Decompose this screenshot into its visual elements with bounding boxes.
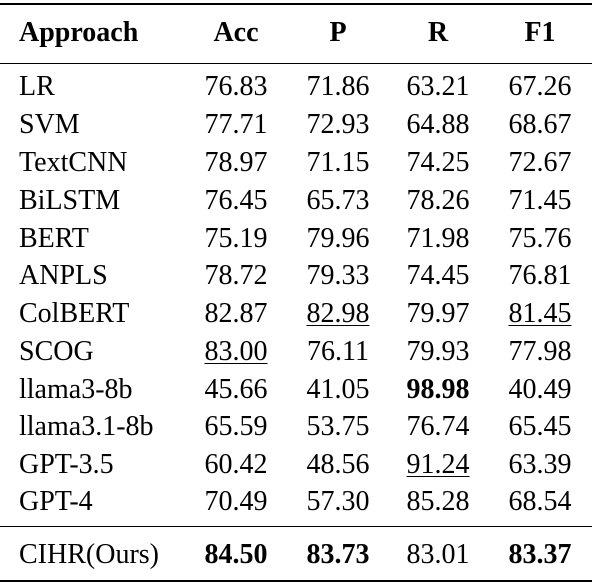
r-cell: 64.88 [406, 109, 470, 140]
table-row: GPT-4 70.49 57.30 85.28 68.54 [0, 484, 592, 520]
r-cell: 74.25 [406, 147, 470, 178]
p-cell: 72.93 [306, 109, 370, 140]
table-row: SCOG 83.00 76.11 79.93 77.98 [0, 334, 592, 370]
p-cell: 65.73 [306, 185, 370, 216]
table-row: LR 76.83 71.86 63.21 67.26 [0, 69, 592, 105]
acc-cell: 70.49 [204, 486, 268, 517]
approach-cell: TextCNN [19, 147, 128, 178]
acc-cell: 78.97 [204, 147, 268, 178]
approach-cell: GPT-3.5 [19, 449, 114, 480]
acc-cell: 82.87 [204, 298, 268, 329]
f1-cell: 65.45 [508, 411, 572, 442]
r-cell: 91.24 [406, 449, 470, 480]
header-f1: F1 [524, 17, 556, 48]
r-cell: 79.93 [406, 336, 470, 367]
approach-cell: CIHR(Ours) [19, 539, 159, 570]
acc-cell: 75.19 [204, 223, 268, 254]
r-cell: 71.98 [406, 223, 470, 254]
approach-cell: BiLSTM [19, 185, 121, 216]
r-cell: 74.45 [406, 260, 470, 291]
acc-cell: 65.59 [204, 411, 268, 442]
header-r: R [427, 17, 449, 48]
approach-cell: LR [19, 71, 55, 102]
f1-cell: 76.81 [508, 260, 572, 291]
ours-row: CIHR(Ours) 84.50 83.73 83.01 83.37 [0, 537, 592, 573]
f1-cell: 81.45 [508, 298, 572, 329]
r-cell: 79.97 [406, 298, 470, 329]
table-row: llama3-8b 45.66 41.05 98.98 40.49 [0, 372, 592, 408]
approach-cell: BERT [19, 223, 89, 254]
p-cell: 83.73 [306, 539, 370, 570]
approach-cell: ANPLS [19, 260, 108, 291]
table-row: SVM 77.71 72.93 64.88 68.67 [0, 107, 592, 143]
f1-cell: 71.45 [508, 185, 572, 216]
approach-cell: ColBERT [19, 298, 130, 329]
p-cell: 71.15 [306, 147, 370, 178]
approach-cell: llama3-8b [19, 374, 133, 405]
f1-cell: 40.49 [508, 374, 572, 405]
f1-cell: 67.26 [508, 71, 572, 102]
acc-cell: 76.45 [204, 185, 268, 216]
p-cell: 76.11 [307, 336, 369, 367]
acc-cell: 45.66 [204, 374, 268, 405]
p-cell: 79.96 [306, 223, 370, 254]
f1-cell: 83.37 [508, 539, 572, 570]
table-row: ColBERT 82.87 82.98 79.97 81.45 [0, 296, 592, 332]
f1-cell: 68.54 [508, 486, 572, 517]
header-row: Approach Acc P R F1 [0, 15, 592, 51]
approach-cell: SCOG [19, 336, 94, 367]
acc-cell: 77.71 [204, 109, 268, 140]
p-cell: 79.33 [306, 260, 370, 291]
header-p: P [329, 17, 347, 48]
acc-cell: 84.50 [204, 539, 268, 570]
bottom-rule [0, 580, 592, 582]
r-cell: 85.28 [406, 486, 470, 517]
acc-cell: 83.00 [204, 336, 268, 367]
table-row: GPT-3.5 60.42 48.56 91.24 63.39 [0, 447, 592, 483]
top-rule [0, 3, 592, 5]
p-cell: 53.75 [306, 411, 370, 442]
acc-cell: 76.83 [204, 71, 268, 102]
r-cell: 63.21 [406, 71, 470, 102]
f1-cell: 63.39 [508, 449, 572, 480]
header-approach: Approach [19, 17, 139, 48]
p-cell: 82.98 [306, 298, 370, 329]
r-cell: 78.26 [406, 185, 470, 216]
p-cell: 41.05 [306, 374, 370, 405]
r-cell: 83.01 [406, 539, 470, 570]
separator-rule [0, 526, 592, 527]
table-row: TextCNN 78.97 71.15 74.25 72.67 [0, 145, 592, 181]
acc-cell: 78.72 [204, 260, 268, 291]
acc-cell: 60.42 [204, 449, 268, 480]
p-cell: 71.86 [306, 71, 370, 102]
f1-cell: 77.98 [508, 336, 572, 367]
r-cell: 98.98 [406, 374, 470, 405]
table-row: BiLSTM 76.45 65.73 78.26 71.45 [0, 183, 592, 219]
approach-cell: SVM [19, 109, 80, 140]
f1-cell: 68.67 [508, 109, 572, 140]
header-acc: Acc [213, 17, 259, 48]
table-row: BERT 75.19 79.96 71.98 75.76 [0, 221, 592, 257]
header-rule [0, 63, 592, 64]
f1-cell: 75.76 [508, 223, 572, 254]
f1-cell: 72.67 [508, 147, 572, 178]
approach-cell: llama3.1-8b [19, 411, 154, 442]
r-cell: 76.74 [406, 411, 470, 442]
approach-cell: GPT-4 [19, 486, 93, 517]
p-cell: 57.30 [306, 486, 370, 517]
table-row: ANPLS 78.72 79.33 74.45 76.81 [0, 258, 592, 294]
table-row: llama3.1-8b 65.59 53.75 76.74 65.45 [0, 409, 592, 445]
p-cell: 48.56 [306, 449, 370, 480]
